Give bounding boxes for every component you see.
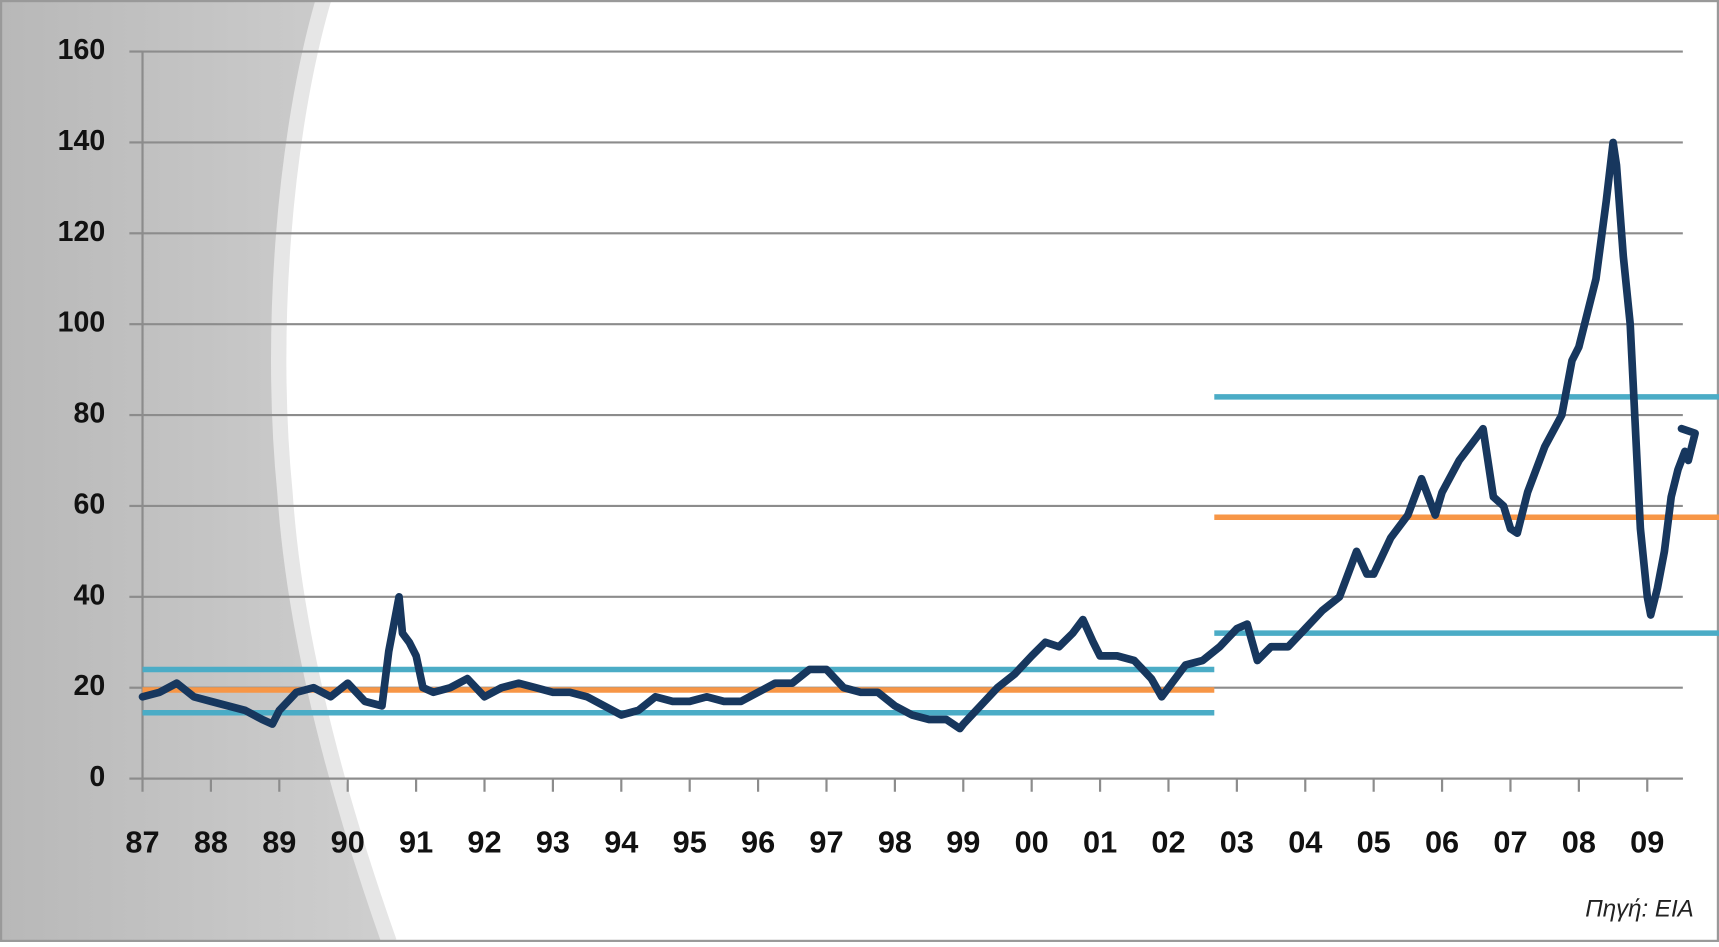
y-tick-label: 160 — [58, 34, 106, 66]
y-tick-label: 100 — [58, 307, 106, 339]
x-tick-label: 92 — [467, 824, 501, 859]
y-tick-label: 60 — [74, 488, 106, 520]
y-tick-label: 140 — [58, 125, 106, 157]
x-tick-label: 02 — [1151, 824, 1185, 859]
y-tick-label: 120 — [58, 216, 106, 248]
x-tick-label: 07 — [1493, 824, 1527, 859]
x-tick-label: 97 — [809, 824, 843, 859]
x-tick-label: 90 — [331, 824, 365, 859]
x-tick-label: 03 — [1220, 824, 1254, 859]
x-tick-label: 88 — [194, 824, 228, 859]
y-tick-label: 80 — [74, 398, 106, 430]
background-panel — [0, 0, 390, 942]
source: Πηγή: EIA — [1585, 896, 1694, 923]
x-tick-label: 08 — [1562, 824, 1596, 859]
x-tick-label: 94 — [604, 824, 638, 859]
x-tick-label: 95 — [673, 824, 707, 859]
x-tick-label: 04 — [1288, 824, 1322, 859]
x-tick-label: 93 — [536, 824, 570, 859]
y-tick-label: 0 — [89, 761, 105, 793]
background-edge — [271, 0, 397, 945]
x-tick-label: 06 — [1425, 824, 1459, 859]
x-tick-label: 00 — [1015, 824, 1049, 859]
x-tick-label: 98 — [878, 824, 912, 859]
x-tick-label: 89 — [262, 824, 296, 859]
x-tick-label: 87 — [125, 824, 159, 859]
y-tick-label: 20 — [74, 670, 106, 702]
x-tick-label: 01 — [1083, 824, 1117, 859]
x-tick-label: 05 — [1357, 824, 1391, 859]
x-tick-label: 99 — [946, 824, 980, 859]
x-tick-label: 96 — [741, 824, 775, 859]
x-tick-label: 91 — [399, 824, 433, 859]
price-line — [138, 138, 1699, 733]
y-tick-label: 40 — [74, 579, 106, 611]
x-tick-label: 09 — [1630, 824, 1664, 859]
